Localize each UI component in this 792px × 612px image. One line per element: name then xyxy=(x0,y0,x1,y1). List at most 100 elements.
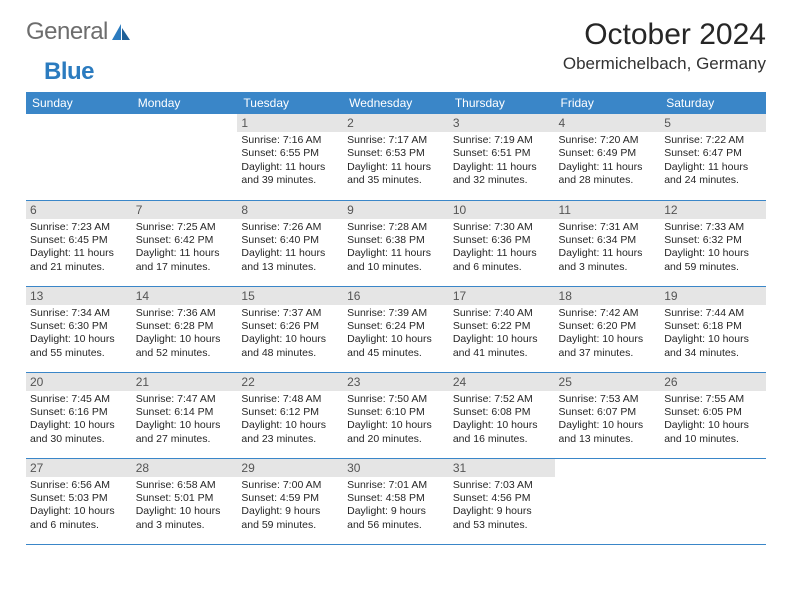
sunset-line: Sunset: 6:28 PM xyxy=(136,320,234,333)
day-details: Sunrise: 7:03 AMSunset: 4:56 PMDaylight:… xyxy=(453,479,551,533)
sunset-line: Sunset: 6:53 PM xyxy=(347,147,445,160)
sunset-line: Sunset: 6:10 PM xyxy=(347,406,445,419)
sunrise-line: Sunrise: 7:19 AM xyxy=(453,134,551,147)
sunrise-line: Sunrise: 7:31 AM xyxy=(559,221,657,234)
day-number: 11 xyxy=(555,201,661,219)
sunset-line: Sunset: 6:07 PM xyxy=(559,406,657,419)
calendar-cell: 24 Sunrise: 7:52 AMSunset: 6:08 PMDayligh… xyxy=(449,372,555,458)
sunrise-line: Sunrise: 7:47 AM xyxy=(136,393,234,406)
daylight-line: Daylight: 11 hours and 10 minutes. xyxy=(347,247,445,274)
daylight-line: Daylight: 10 hours and 48 minutes. xyxy=(241,333,339,360)
sunrise-line: Sunrise: 7:16 AM xyxy=(241,134,339,147)
calendar-cell: 29Sunrise: 7:00 AMSunset: 4:59 PMDayligh… xyxy=(237,458,343,544)
day-number: 17 xyxy=(449,287,555,305)
sunrise-line: Sunrise: 7:20 AM xyxy=(559,134,657,147)
sunrise-line: Sunrise: 7:22 AM xyxy=(664,134,762,147)
day-details: Sunrise: 7:44 AMSunset: 6:18 PMDaylight:… xyxy=(664,307,762,361)
calendar-cell: 22Sunrise: 7:48 AMSunset: 6:12 PMDayligh… xyxy=(237,372,343,458)
day-number: 26 xyxy=(660,373,766,391)
calendar-cell: 6 Sunrise: 7:23 AMSunset: 6:45 PMDaylight… xyxy=(26,200,132,286)
day-details: Sunrise: 7:22 AMSunset: 6:47 PMDaylight:… xyxy=(664,134,762,188)
daylight-line: Daylight: 10 hours and 27 minutes. xyxy=(136,419,234,446)
sunrise-line: Sunrise: 7:40 AM xyxy=(453,307,551,320)
sunrise-line: Sunrise: 7:34 AM xyxy=(30,307,128,320)
sunrise-line: Sunrise: 7:25 AM xyxy=(136,221,234,234)
day-number: 30 xyxy=(343,459,449,477)
day-details: Sunrise: 7:52 AMSunset: 6:08 PMDaylight:… xyxy=(453,393,551,447)
day-header: Tuesday xyxy=(237,92,343,114)
daylight-line: Daylight: 11 hours and 39 minutes. xyxy=(241,161,339,188)
daylight-line: Daylight: 10 hours and 30 minutes. xyxy=(30,419,128,446)
calendar-table: SundayMondayTuesdayWednesdayThursdayFrid… xyxy=(26,92,766,545)
calendar-cell: 16Sunrise: 7:39 AMSunset: 6:24 PMDayligh… xyxy=(343,286,449,372)
calendar-cell: 11 Sunrise: 7:31 AMSunset: 6:34 PMDayligh… xyxy=(555,200,661,286)
sunset-line: Sunset: 6:22 PM xyxy=(453,320,551,333)
day-number: 22 xyxy=(237,373,343,391)
calendar-cell: 31 Sunrise: 7:03 AMSunset: 4:56 PMDayligh… xyxy=(449,458,555,544)
day-details: Sunrise: 7:16 AMSunset: 6:55 PMDaylight:… xyxy=(241,134,339,188)
day-details: Sunrise: 7:23 AMSunset: 6:45 PMDaylight:… xyxy=(30,221,128,275)
day-details: Sunrise: 7:42 AMSunset: 6:20 PMDaylight:… xyxy=(559,307,657,361)
day-number: 21 xyxy=(132,373,238,391)
daylight-line: Daylight: 10 hours and 23 minutes. xyxy=(241,419,339,446)
day-details: Sunrise: 7:25 AMSunset: 6:42 PMDaylight:… xyxy=(136,221,234,275)
sunrise-line: Sunrise: 7:30 AM xyxy=(453,221,551,234)
sunset-line: Sunset: 6:08 PM xyxy=(453,406,551,419)
day-header: Wednesday xyxy=(343,92,449,114)
sunrise-line: Sunrise: 7:53 AM xyxy=(559,393,657,406)
day-number: 6 xyxy=(26,201,132,219)
sunset-line: Sunset: 6:42 PM xyxy=(136,234,234,247)
day-number: 9 xyxy=(343,201,449,219)
calendar-cell xyxy=(555,458,661,544)
month-title: October 2024 xyxy=(563,18,766,52)
calendar-cell: 30 Sunrise: 7:01 AMSunset: 4:58 PMDayligh… xyxy=(343,458,449,544)
daylight-line: Daylight: 11 hours and 28 minutes. xyxy=(559,161,657,188)
day-number: 10 xyxy=(449,201,555,219)
sunrise-line: Sunrise: 7:33 AM xyxy=(664,221,762,234)
sunrise-line: Sunrise: 6:58 AM xyxy=(136,479,234,492)
daylight-line: Daylight: 10 hours and 20 minutes. xyxy=(347,419,445,446)
daylight-line: Daylight: 11 hours and 3 minutes. xyxy=(559,247,657,274)
calendar-cell: 7 Sunrise: 7:25 AMSunset: 6:42 PMDaylight… xyxy=(132,200,238,286)
day-details: Sunrise: 7:17 AMSunset: 6:53 PMDaylight:… xyxy=(347,134,445,188)
sunrise-line: Sunrise: 7:23 AM xyxy=(30,221,128,234)
sunset-line: Sunset: 5:03 PM xyxy=(30,492,128,505)
day-details: Sunrise: 7:20 AMSunset: 6:49 PMDaylight:… xyxy=(559,134,657,188)
daylight-line: Daylight: 10 hours and 41 minutes. xyxy=(453,333,551,360)
daylight-line: Daylight: 10 hours and 45 minutes. xyxy=(347,333,445,360)
calendar-cell: 19Sunrise: 7:44 AMSunset: 6:18 PMDayligh… xyxy=(660,286,766,372)
calendar-cell: 13Sunrise: 7:34 AMSunset: 6:30 PMDayligh… xyxy=(26,286,132,372)
day-number: 18 xyxy=(555,287,661,305)
sunset-line: Sunset: 4:59 PM xyxy=(241,492,339,505)
day-number: 14 xyxy=(132,287,238,305)
sunrise-line: Sunrise: 7:48 AM xyxy=(241,393,339,406)
calendar-cell xyxy=(26,114,132,200)
day-number: 4 xyxy=(555,114,661,132)
sunset-line: Sunset: 6:55 PM xyxy=(241,147,339,160)
daylight-line: Daylight: 9 hours and 59 minutes. xyxy=(241,505,339,532)
calendar-cell: 8Sunrise: 7:26 AMSunset: 6:40 PMDaylight… xyxy=(237,200,343,286)
daylight-line: Daylight: 10 hours and 16 minutes. xyxy=(453,419,551,446)
brand-part2: Blue xyxy=(44,58,94,86)
daylight-line: Daylight: 9 hours and 53 minutes. xyxy=(453,505,551,532)
day-number: 27 xyxy=(26,459,132,477)
calendar-cell: 17 Sunrise: 7:40 AMSunset: 6:22 PMDayligh… xyxy=(449,286,555,372)
calendar-cell: 25Sunrise: 7:53 AMSunset: 6:07 PMDayligh… xyxy=(555,372,661,458)
day-details: Sunrise: 7:31 AMSunset: 6:34 PMDaylight:… xyxy=(559,221,657,275)
day-details: Sunrise: 7:40 AMSunset: 6:22 PMDaylight:… xyxy=(453,307,551,361)
day-details: Sunrise: 7:45 AMSunset: 6:16 PMDaylight:… xyxy=(30,393,128,447)
day-details: Sunrise: 7:01 AMSunset: 4:58 PMDaylight:… xyxy=(347,479,445,533)
sunset-line: Sunset: 6:38 PM xyxy=(347,234,445,247)
sunset-line: Sunset: 6:45 PM xyxy=(30,234,128,247)
day-number: 7 xyxy=(132,201,238,219)
day-number: 31 xyxy=(449,459,555,477)
sunset-line: Sunset: 4:56 PM xyxy=(453,492,551,505)
day-number: 1 xyxy=(237,114,343,132)
calendar-cell: 1 Sunrise: 7:16 AMSunset: 6:55 PMDaylight… xyxy=(237,114,343,200)
brand-logo: General xyxy=(26,18,134,46)
sunrise-line: Sunrise: 7:50 AM xyxy=(347,393,445,406)
daylight-line: Daylight: 11 hours and 6 minutes. xyxy=(453,247,551,274)
day-details: Sunrise: 7:33 AMSunset: 6:32 PMDaylight:… xyxy=(664,221,762,275)
day-number: 24 xyxy=(449,373,555,391)
day-details: Sunrise: 7:50 AMSunset: 6:10 PMDaylight:… xyxy=(347,393,445,447)
